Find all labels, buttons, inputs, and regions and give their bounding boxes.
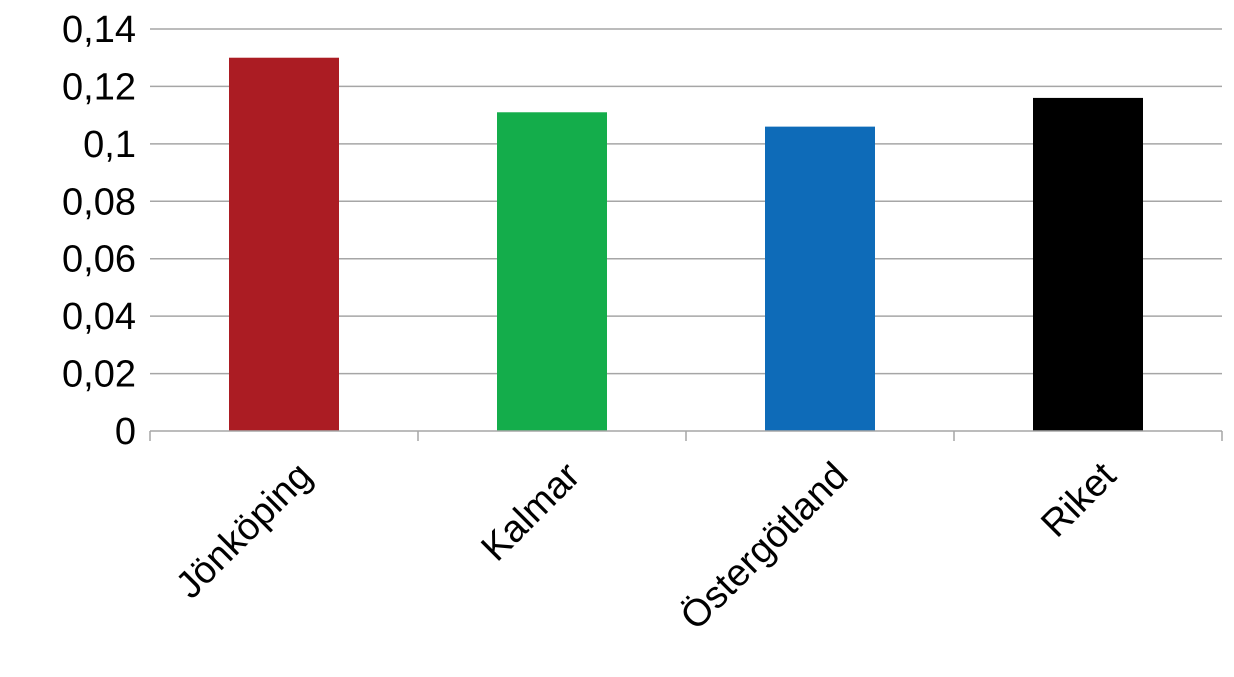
bar	[497, 112, 607, 432]
x-axis-tick-labels: Jönköping Kalmar Östergötland Riket	[168, 454, 1125, 638]
x-tick-label: Riket	[1033, 454, 1124, 545]
x-tick-label: Kalmar	[474, 454, 589, 569]
y-tick-label: 0,14	[62, 9, 136, 51]
y-tick-label: 0,02	[62, 354, 136, 396]
y-tick-label: 0,04	[62, 296, 136, 338]
bars	[229, 57, 1143, 432]
y-axis-tick-labels: 0 0,02 0,04 0,06 0,08 0,1 0,12 0,14	[62, 9, 136, 453]
y-tick-label: 0	[115, 411, 136, 453]
x-axis	[149, 430, 1223, 441]
y-tick-label: 0,08	[62, 181, 136, 223]
bar	[229, 57, 339, 431]
y-tick-label: 0,1	[83, 124, 136, 166]
bar	[1033, 97, 1143, 432]
bar	[765, 126, 875, 431]
y-tick-label: 0,06	[62, 239, 136, 281]
x-tick-label: Östergötland	[673, 455, 857, 639]
x-tick-label: Jönköping	[168, 455, 320, 607]
y-tick-label: 0,12	[62, 66, 136, 108]
